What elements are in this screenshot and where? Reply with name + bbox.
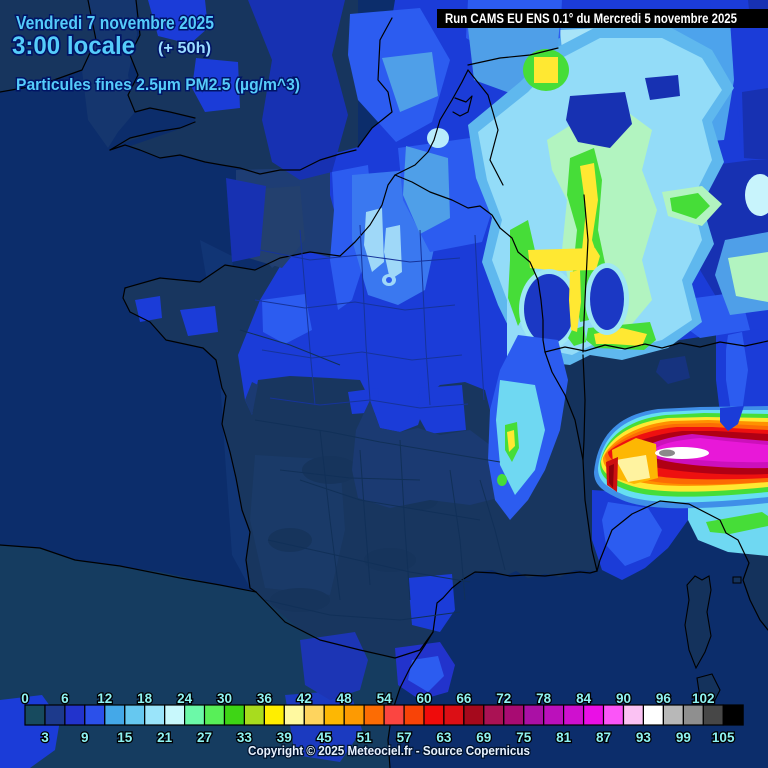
svg-text:27: 27 bbox=[197, 730, 212, 745]
svg-text:48: 48 bbox=[337, 691, 353, 706]
svg-text:3: 3 bbox=[41, 730, 49, 745]
svg-text:39: 39 bbox=[277, 730, 292, 745]
svg-text:Copyright © 2025 Meteociel.fr: Copyright © 2025 Meteociel.fr - Source C… bbox=[248, 743, 530, 758]
svg-text:60: 60 bbox=[416, 691, 431, 706]
svg-text:90: 90 bbox=[616, 691, 631, 706]
svg-text:84: 84 bbox=[576, 691, 592, 706]
svg-text:Vendredi 7 novembre 2025: Vendredi 7 novembre 2025 bbox=[16, 13, 214, 33]
svg-text:63: 63 bbox=[436, 730, 452, 745]
svg-text:57: 57 bbox=[397, 730, 412, 745]
svg-text:66: 66 bbox=[456, 691, 472, 706]
svg-text:102: 102 bbox=[692, 691, 715, 706]
svg-text:15: 15 bbox=[117, 730, 133, 745]
svg-text:69: 69 bbox=[476, 730, 491, 745]
svg-text:12: 12 bbox=[97, 691, 112, 706]
svg-text:51: 51 bbox=[357, 730, 373, 745]
svg-text:9: 9 bbox=[81, 730, 89, 745]
svg-text:42: 42 bbox=[297, 691, 312, 706]
svg-text:96: 96 bbox=[656, 691, 672, 706]
svg-text:45: 45 bbox=[317, 730, 333, 745]
svg-text:33: 33 bbox=[237, 730, 253, 745]
svg-text:3:00 locale: 3:00 locale bbox=[12, 32, 135, 60]
svg-text:Run CAMS EU ENS 0.1° du Mercre: Run CAMS EU ENS 0.1° du Mercredi 5 novem… bbox=[445, 11, 737, 26]
svg-text:93: 93 bbox=[636, 730, 652, 745]
svg-text:6: 6 bbox=[61, 691, 69, 706]
svg-text:75: 75 bbox=[516, 730, 532, 745]
svg-text:Particules fines 2.5µm PM2.5 (: Particules fines 2.5µm PM2.5 (µg/m^3) bbox=[16, 75, 300, 94]
svg-text:99: 99 bbox=[676, 730, 691, 745]
svg-text:78: 78 bbox=[536, 691, 552, 706]
svg-text:36: 36 bbox=[257, 691, 273, 706]
svg-text:21: 21 bbox=[157, 730, 173, 745]
svg-text:72: 72 bbox=[496, 691, 511, 706]
svg-text:18: 18 bbox=[137, 691, 153, 706]
svg-text:0: 0 bbox=[21, 691, 29, 706]
svg-text:24: 24 bbox=[177, 691, 193, 706]
svg-text:81: 81 bbox=[556, 730, 572, 745]
svg-text:87: 87 bbox=[596, 730, 611, 745]
svg-text:30: 30 bbox=[217, 691, 232, 706]
svg-text:54: 54 bbox=[377, 691, 393, 706]
svg-text:105: 105 bbox=[712, 730, 735, 745]
svg-text:(+ 50h): (+ 50h) bbox=[158, 40, 211, 57]
